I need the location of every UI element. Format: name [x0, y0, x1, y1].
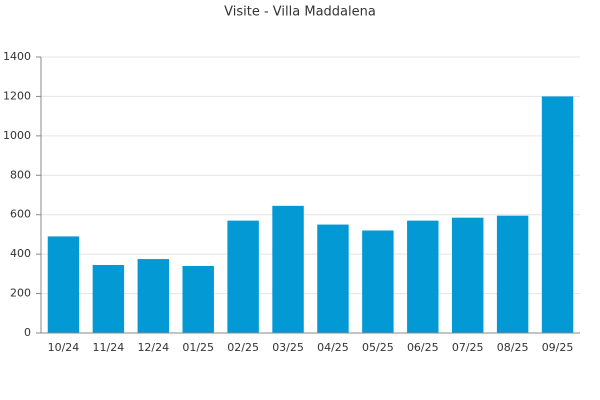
bar: [407, 220, 439, 333]
y-tick-label: 1200: [3, 89, 31, 102]
y-tick-label: 400: [10, 247, 31, 260]
y-tick-label: 0: [24, 326, 31, 339]
x-tick-label: 02/25: [227, 341, 259, 354]
bar: [182, 265, 214, 333]
bar: [227, 220, 259, 333]
y-tick-label: 600: [10, 208, 31, 221]
x-tick-label: 06/25: [407, 341, 439, 354]
x-tick-label: 11/24: [93, 341, 125, 354]
y-tick-label: 200: [10, 287, 31, 300]
x-tick-label: 08/25: [497, 341, 529, 354]
x-tick-label: 03/25: [272, 341, 304, 354]
bar: [541, 96, 574, 333]
x-tick-label: 12/24: [137, 341, 169, 354]
x-tick-label: 04/25: [317, 341, 349, 354]
bar: [362, 230, 394, 333]
bar: [272, 205, 304, 333]
y-tick-label: 1000: [3, 129, 31, 142]
bar: [137, 259, 170, 333]
x-tick-label: 01/25: [182, 341, 214, 354]
bar: [47, 236, 80, 333]
x-tick-label: 09/25: [542, 341, 574, 354]
x-tick-label: 07/25: [452, 341, 484, 354]
y-tick-label: 1400: [3, 50, 31, 63]
y-tick-label: 800: [10, 168, 31, 181]
bar: [317, 224, 349, 333]
bar: [451, 217, 484, 333]
x-tick-label: 05/25: [362, 341, 394, 354]
x-tick-label: 10/24: [48, 341, 80, 354]
chart-title: Visite - Villa Maddalena: [224, 5, 376, 20]
bar: [496, 215, 529, 333]
bar: [92, 264, 125, 333]
